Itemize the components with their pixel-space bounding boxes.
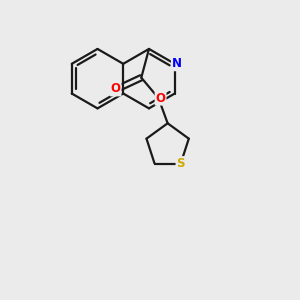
Text: O: O [156,92,166,105]
Text: S: S [176,157,185,170]
Text: O: O [111,82,121,95]
Text: N: N [172,57,182,70]
